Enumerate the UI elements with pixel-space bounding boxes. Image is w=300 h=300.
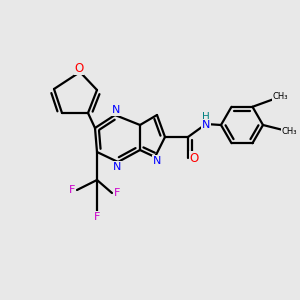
Text: F: F [94,212,100,222]
Text: CH₃: CH₃ [281,128,297,136]
Text: H: H [202,112,210,122]
Text: O: O [189,152,199,164]
Text: F: F [69,185,75,195]
Text: CH₃: CH₃ [273,92,288,101]
Text: O: O [74,61,84,74]
Text: N: N [112,105,120,115]
Text: F: F [114,188,120,198]
Text: N: N [202,120,210,130]
Text: N: N [113,162,121,172]
Text: N: N [153,156,161,166]
